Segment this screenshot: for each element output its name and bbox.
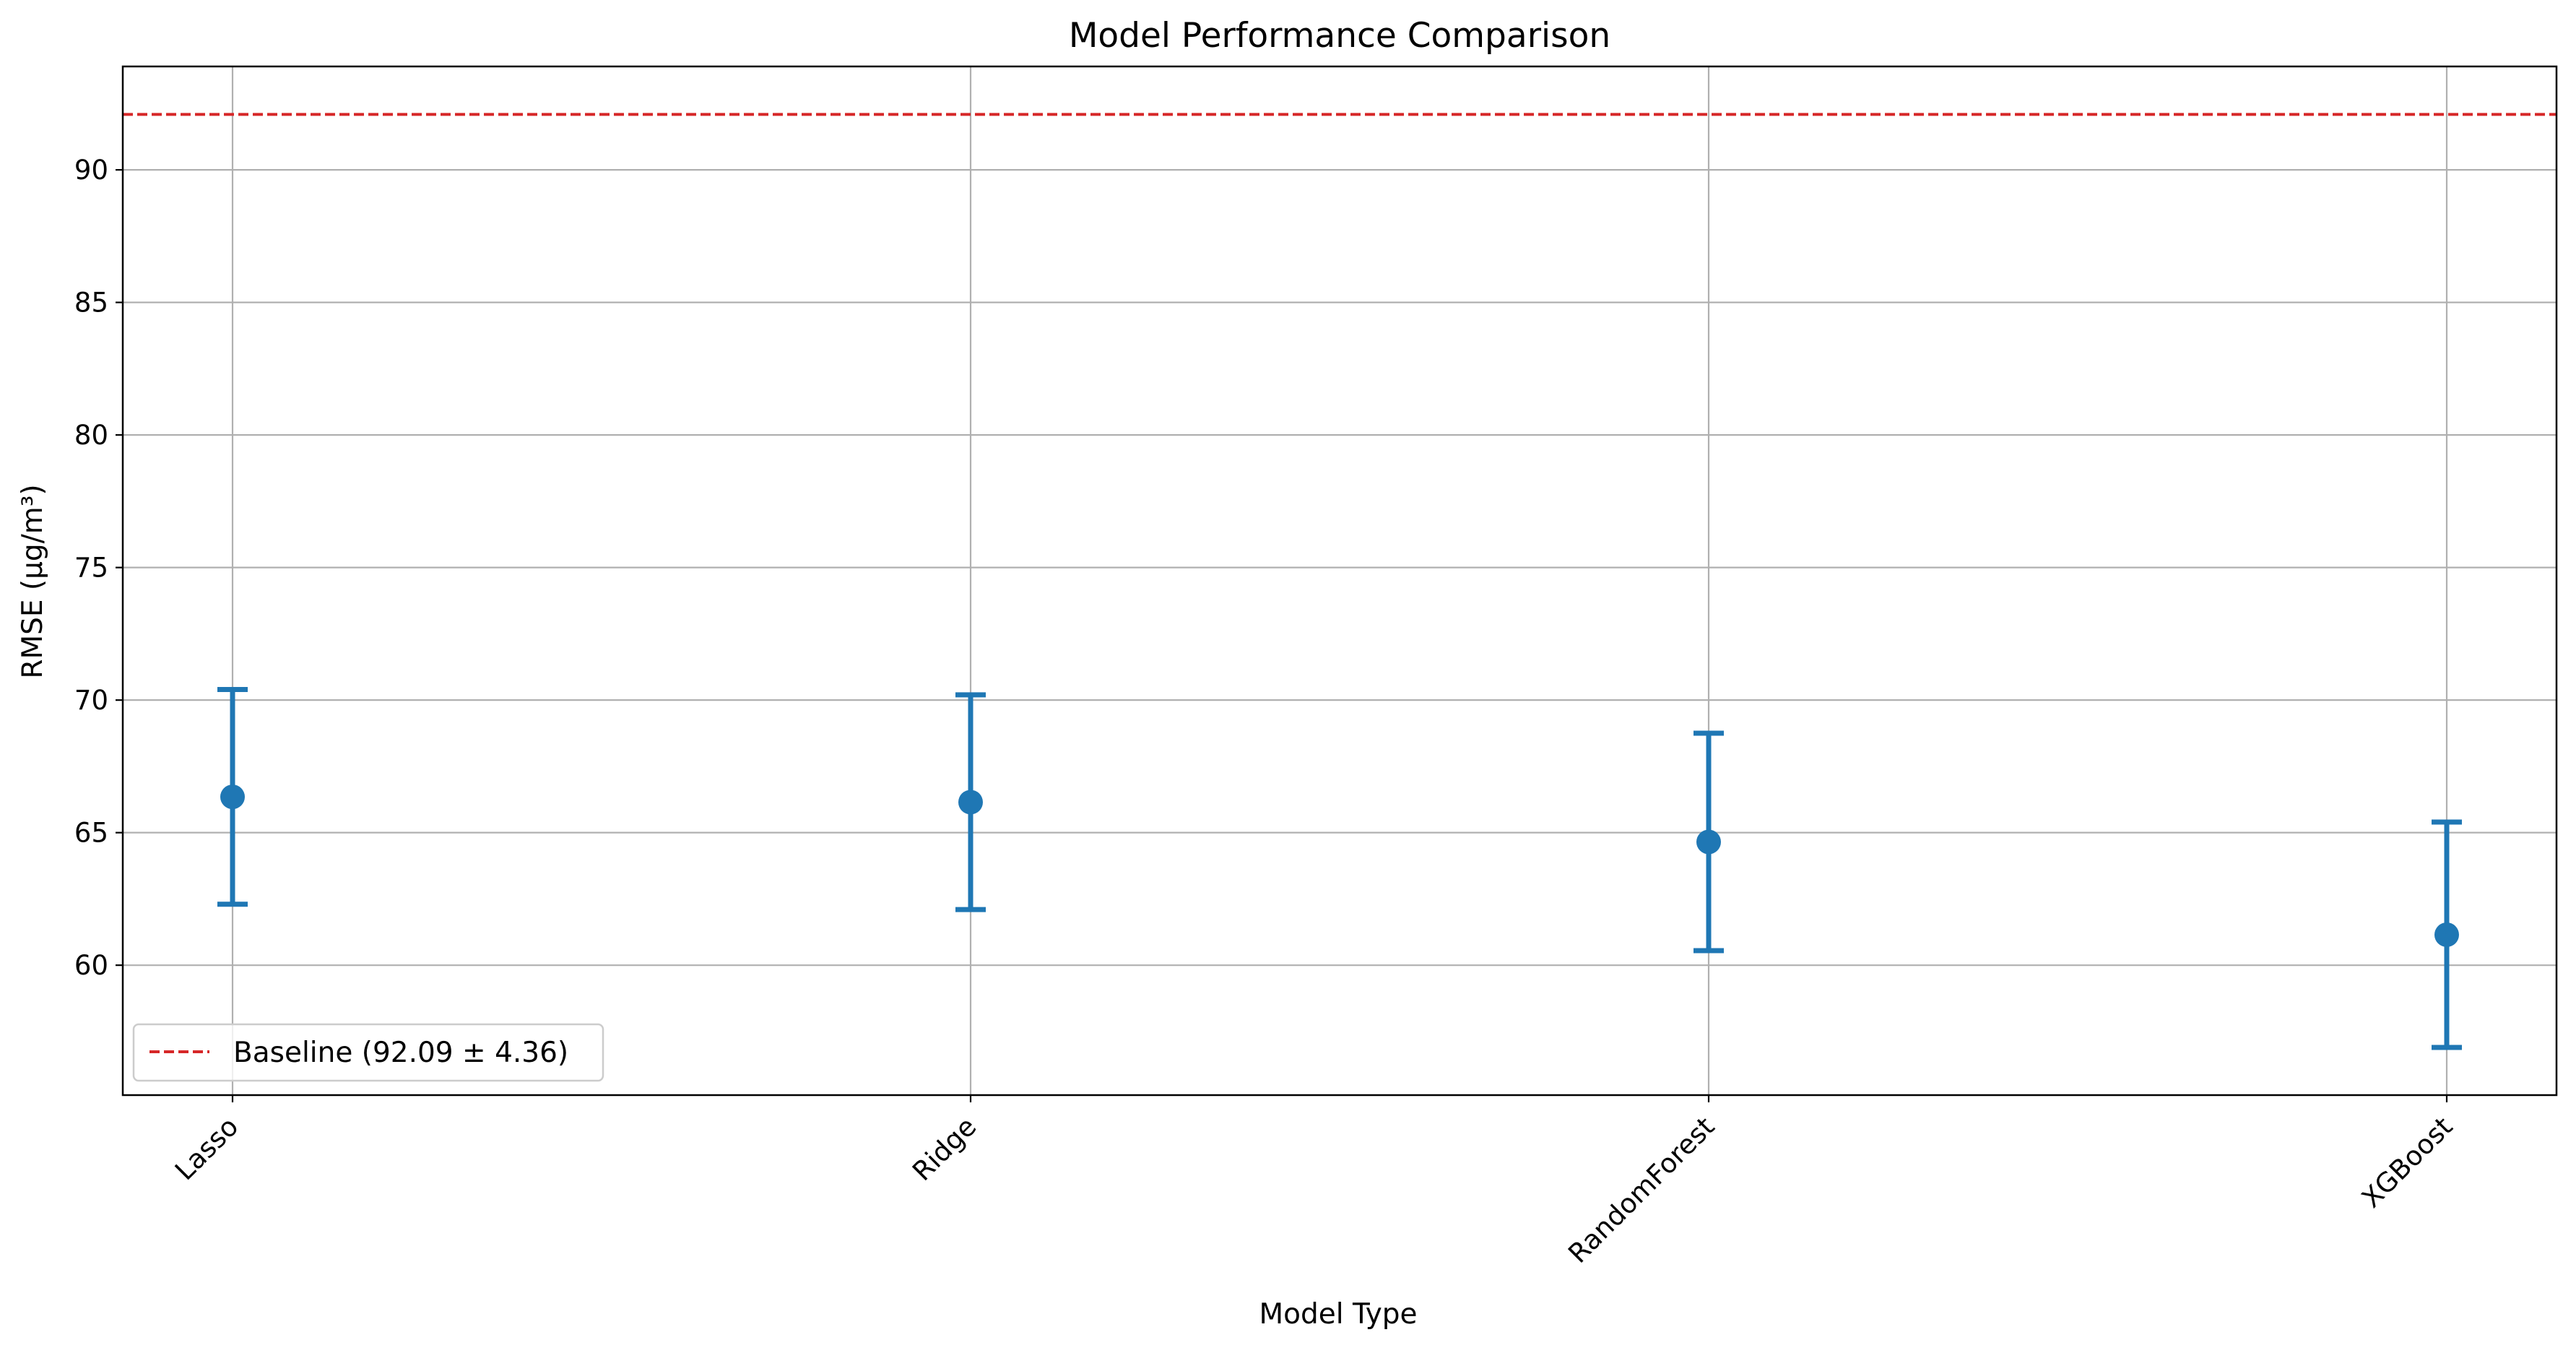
data-point xyxy=(2434,922,2459,947)
legend-frame xyxy=(132,1023,604,1082)
y-tick-label: 80 xyxy=(74,420,108,451)
legend-label-baseline: Baseline (92.09 ± 4.36) xyxy=(233,1037,568,1069)
chart-title: Model Performance Comparison xyxy=(1069,16,1610,56)
data-point xyxy=(1696,829,1721,855)
x-axis-label: Model Type xyxy=(1259,1298,1417,1331)
data-point xyxy=(220,784,245,810)
legend: Baseline (92.09 ± 4.36) xyxy=(132,1023,604,1082)
data-point xyxy=(958,790,983,815)
y-tick-label: 85 xyxy=(74,288,108,319)
y-tick-label: 65 xyxy=(74,818,108,849)
y-tick-label: 90 xyxy=(74,155,108,186)
plot-frame xyxy=(121,65,2558,1097)
y-tick-label: 70 xyxy=(74,685,108,716)
y-tick-label: 60 xyxy=(74,950,108,981)
y-axis-label: RMSE (µg/m³) xyxy=(17,484,49,678)
y-tick-label: 75 xyxy=(74,553,108,584)
data-marks xyxy=(217,686,2462,1050)
plot-area xyxy=(123,66,2557,1095)
